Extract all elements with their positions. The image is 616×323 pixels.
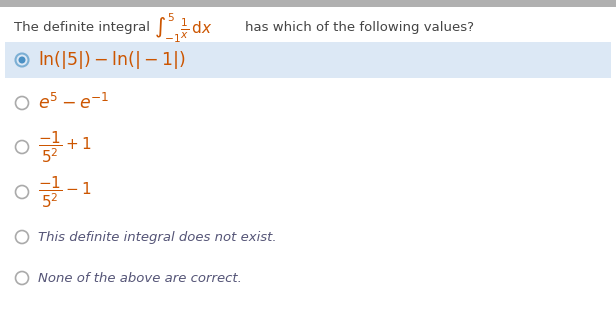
Circle shape [18, 57, 25, 64]
Text: $\int_{-1}^{5} \frac{1}{x}\,\mathrm{d}x$: $\int_{-1}^{5} \frac{1}{x}\,\mathrm{d}x$ [154, 11, 213, 45]
Text: $\ln(|5|) - \ln(|-1|)$: $\ln(|5|) - \ln(|-1|)$ [38, 49, 185, 71]
Text: This definite integral does not exist.: This definite integral does not exist. [38, 231, 277, 244]
Text: $\dfrac{-1}{5^2} - 1$: $\dfrac{-1}{5^2} - 1$ [38, 174, 91, 210]
Text: $\dfrac{-1}{5^2} + 1$: $\dfrac{-1}{5^2} + 1$ [38, 129, 91, 165]
Text: $e^5 - e^{-1}$: $e^5 - e^{-1}$ [38, 93, 110, 113]
Text: None of the above are correct.: None of the above are correct. [38, 272, 242, 285]
Bar [5, 42, 611, 78]
Bar [0, 0, 616, 7]
Text: The definite integral: The definite integral [14, 22, 150, 35]
Text: has which of the following values?: has which of the following values? [245, 22, 474, 35]
